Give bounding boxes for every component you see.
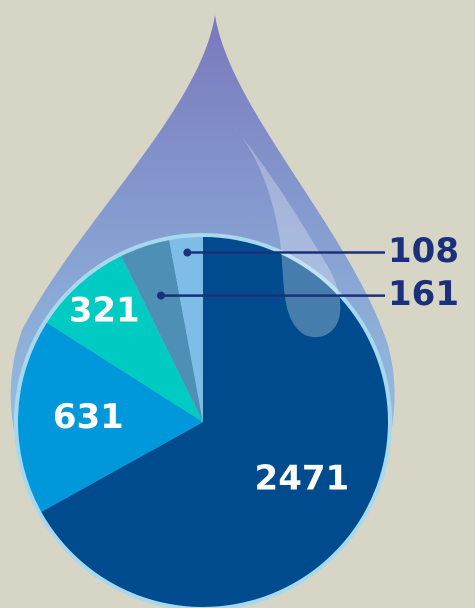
pie-slice bbox=[18, 322, 203, 512]
pie-slice bbox=[46, 256, 203, 422]
drop-highlight bbox=[232, 125, 341, 338]
pie bbox=[14, 233, 392, 608]
slice-label: 2471 bbox=[255, 459, 350, 499]
slice-label: 631 bbox=[53, 397, 124, 437]
slice-label: 161 bbox=[388, 274, 459, 314]
slice-label: 321 bbox=[69, 290, 140, 330]
leader-dot bbox=[156, 291, 165, 300]
pie-slice bbox=[41, 237, 389, 608]
slice-label: 108 bbox=[388, 231, 459, 271]
pie-slice bbox=[169, 237, 203, 422]
pie-slice bbox=[121, 240, 203, 422]
leader-dot bbox=[183, 248, 192, 257]
